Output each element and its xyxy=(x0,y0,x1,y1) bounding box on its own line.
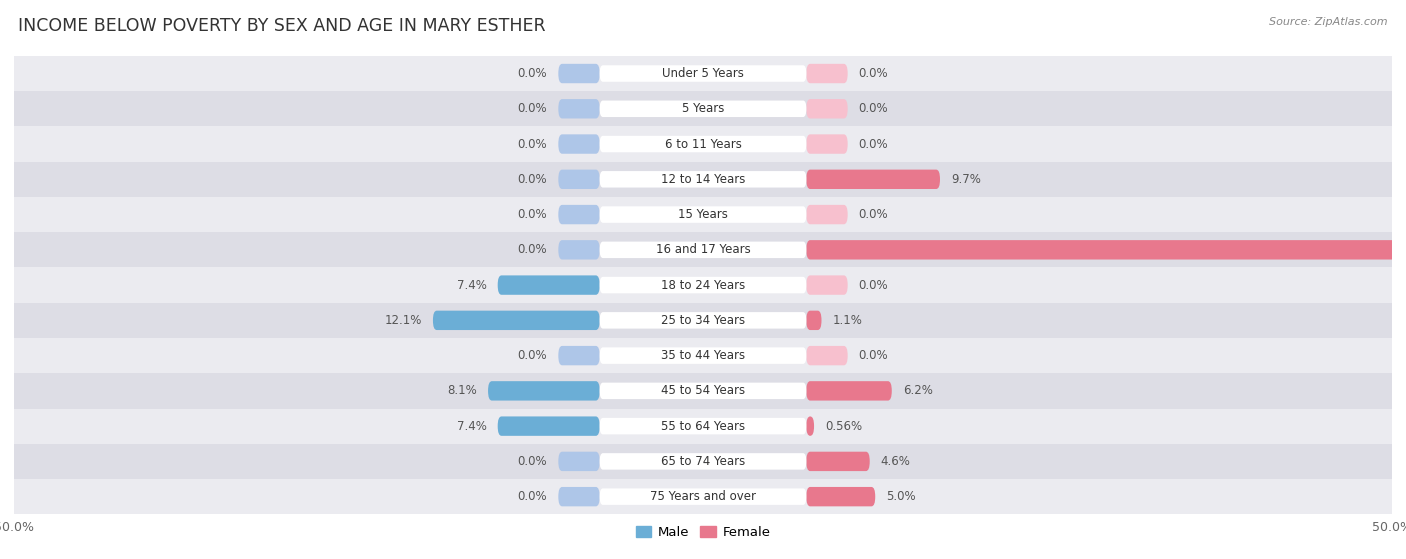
Text: 6 to 11 Years: 6 to 11 Years xyxy=(665,138,741,150)
Text: 0.0%: 0.0% xyxy=(859,102,889,115)
FancyBboxPatch shape xyxy=(599,347,807,364)
Text: 0.0%: 0.0% xyxy=(517,102,547,115)
FancyBboxPatch shape xyxy=(599,312,807,329)
FancyBboxPatch shape xyxy=(498,416,599,436)
FancyBboxPatch shape xyxy=(807,346,848,366)
FancyBboxPatch shape xyxy=(14,232,1392,267)
Text: 0.0%: 0.0% xyxy=(517,243,547,257)
FancyBboxPatch shape xyxy=(14,91,1392,126)
FancyBboxPatch shape xyxy=(599,382,807,399)
Text: Under 5 Years: Under 5 Years xyxy=(662,67,744,80)
FancyBboxPatch shape xyxy=(14,444,1392,479)
Text: 0.0%: 0.0% xyxy=(859,67,889,80)
Text: 45 to 54 Years: 45 to 54 Years xyxy=(661,385,745,397)
Text: 0.0%: 0.0% xyxy=(859,278,889,292)
FancyBboxPatch shape xyxy=(488,381,599,401)
Text: 7.4%: 7.4% xyxy=(457,420,486,433)
FancyBboxPatch shape xyxy=(558,134,599,154)
FancyBboxPatch shape xyxy=(599,101,807,117)
FancyBboxPatch shape xyxy=(558,64,599,83)
FancyBboxPatch shape xyxy=(807,205,848,224)
Text: 75 Years and over: 75 Years and over xyxy=(650,490,756,503)
FancyBboxPatch shape xyxy=(807,169,941,189)
FancyBboxPatch shape xyxy=(807,240,1403,259)
FancyBboxPatch shape xyxy=(14,126,1392,162)
Text: 16 and 17 Years: 16 and 17 Years xyxy=(655,243,751,257)
FancyBboxPatch shape xyxy=(14,267,1392,303)
Text: 18 to 24 Years: 18 to 24 Years xyxy=(661,278,745,292)
FancyBboxPatch shape xyxy=(558,487,599,506)
FancyBboxPatch shape xyxy=(498,276,599,295)
FancyBboxPatch shape xyxy=(807,487,875,506)
Text: 0.0%: 0.0% xyxy=(517,138,547,150)
FancyBboxPatch shape xyxy=(558,99,599,119)
FancyBboxPatch shape xyxy=(433,311,599,330)
FancyBboxPatch shape xyxy=(599,453,807,470)
Text: 6.2%: 6.2% xyxy=(903,385,932,397)
FancyBboxPatch shape xyxy=(14,162,1392,197)
Text: 15 Years: 15 Years xyxy=(678,208,728,221)
Text: 0.0%: 0.0% xyxy=(517,349,547,362)
Text: 9.7%: 9.7% xyxy=(950,173,981,186)
FancyBboxPatch shape xyxy=(807,416,814,436)
FancyBboxPatch shape xyxy=(14,373,1392,409)
FancyBboxPatch shape xyxy=(599,65,807,82)
Text: 12 to 14 Years: 12 to 14 Years xyxy=(661,173,745,186)
Text: 0.0%: 0.0% xyxy=(517,490,547,503)
Text: 0.56%: 0.56% xyxy=(825,420,862,433)
Legend: Male, Female: Male, Female xyxy=(630,521,776,544)
FancyBboxPatch shape xyxy=(14,409,1392,444)
Text: Source: ZipAtlas.com: Source: ZipAtlas.com xyxy=(1270,17,1388,27)
FancyBboxPatch shape xyxy=(599,241,807,258)
FancyBboxPatch shape xyxy=(599,136,807,152)
FancyBboxPatch shape xyxy=(14,197,1392,232)
Text: 5 Years: 5 Years xyxy=(682,102,724,115)
Text: 0.0%: 0.0% xyxy=(517,67,547,80)
FancyBboxPatch shape xyxy=(807,64,848,83)
Text: 0.0%: 0.0% xyxy=(859,138,889,150)
FancyBboxPatch shape xyxy=(14,303,1392,338)
Text: 0.0%: 0.0% xyxy=(859,208,889,221)
Text: 12.1%: 12.1% xyxy=(384,314,422,327)
Text: 8.1%: 8.1% xyxy=(447,385,477,397)
FancyBboxPatch shape xyxy=(599,489,807,505)
FancyBboxPatch shape xyxy=(807,134,848,154)
Text: 1.1%: 1.1% xyxy=(832,314,862,327)
FancyBboxPatch shape xyxy=(599,206,807,223)
Text: 0.0%: 0.0% xyxy=(517,455,547,468)
FancyBboxPatch shape xyxy=(14,56,1392,91)
FancyBboxPatch shape xyxy=(807,311,821,330)
FancyBboxPatch shape xyxy=(807,99,848,119)
Text: 7.4%: 7.4% xyxy=(457,278,486,292)
FancyBboxPatch shape xyxy=(14,479,1392,514)
FancyBboxPatch shape xyxy=(599,418,807,434)
Text: 5.0%: 5.0% xyxy=(886,490,915,503)
Text: 55 to 64 Years: 55 to 64 Years xyxy=(661,420,745,433)
FancyBboxPatch shape xyxy=(558,240,599,259)
FancyBboxPatch shape xyxy=(558,169,599,189)
FancyBboxPatch shape xyxy=(807,452,870,471)
Text: 4.6%: 4.6% xyxy=(880,455,911,468)
Text: 0.0%: 0.0% xyxy=(517,208,547,221)
Text: 35 to 44 Years: 35 to 44 Years xyxy=(661,349,745,362)
FancyBboxPatch shape xyxy=(599,277,807,293)
FancyBboxPatch shape xyxy=(14,338,1392,373)
FancyBboxPatch shape xyxy=(558,452,599,471)
Text: 0.0%: 0.0% xyxy=(859,349,889,362)
FancyBboxPatch shape xyxy=(558,346,599,366)
FancyBboxPatch shape xyxy=(558,205,599,224)
FancyBboxPatch shape xyxy=(807,381,891,401)
Text: 65 to 74 Years: 65 to 74 Years xyxy=(661,455,745,468)
FancyBboxPatch shape xyxy=(807,276,848,295)
FancyBboxPatch shape xyxy=(599,171,807,188)
Text: 0.0%: 0.0% xyxy=(517,173,547,186)
Text: 25 to 34 Years: 25 to 34 Years xyxy=(661,314,745,327)
Text: INCOME BELOW POVERTY BY SEX AND AGE IN MARY ESTHER: INCOME BELOW POVERTY BY SEX AND AGE IN M… xyxy=(18,17,546,35)
